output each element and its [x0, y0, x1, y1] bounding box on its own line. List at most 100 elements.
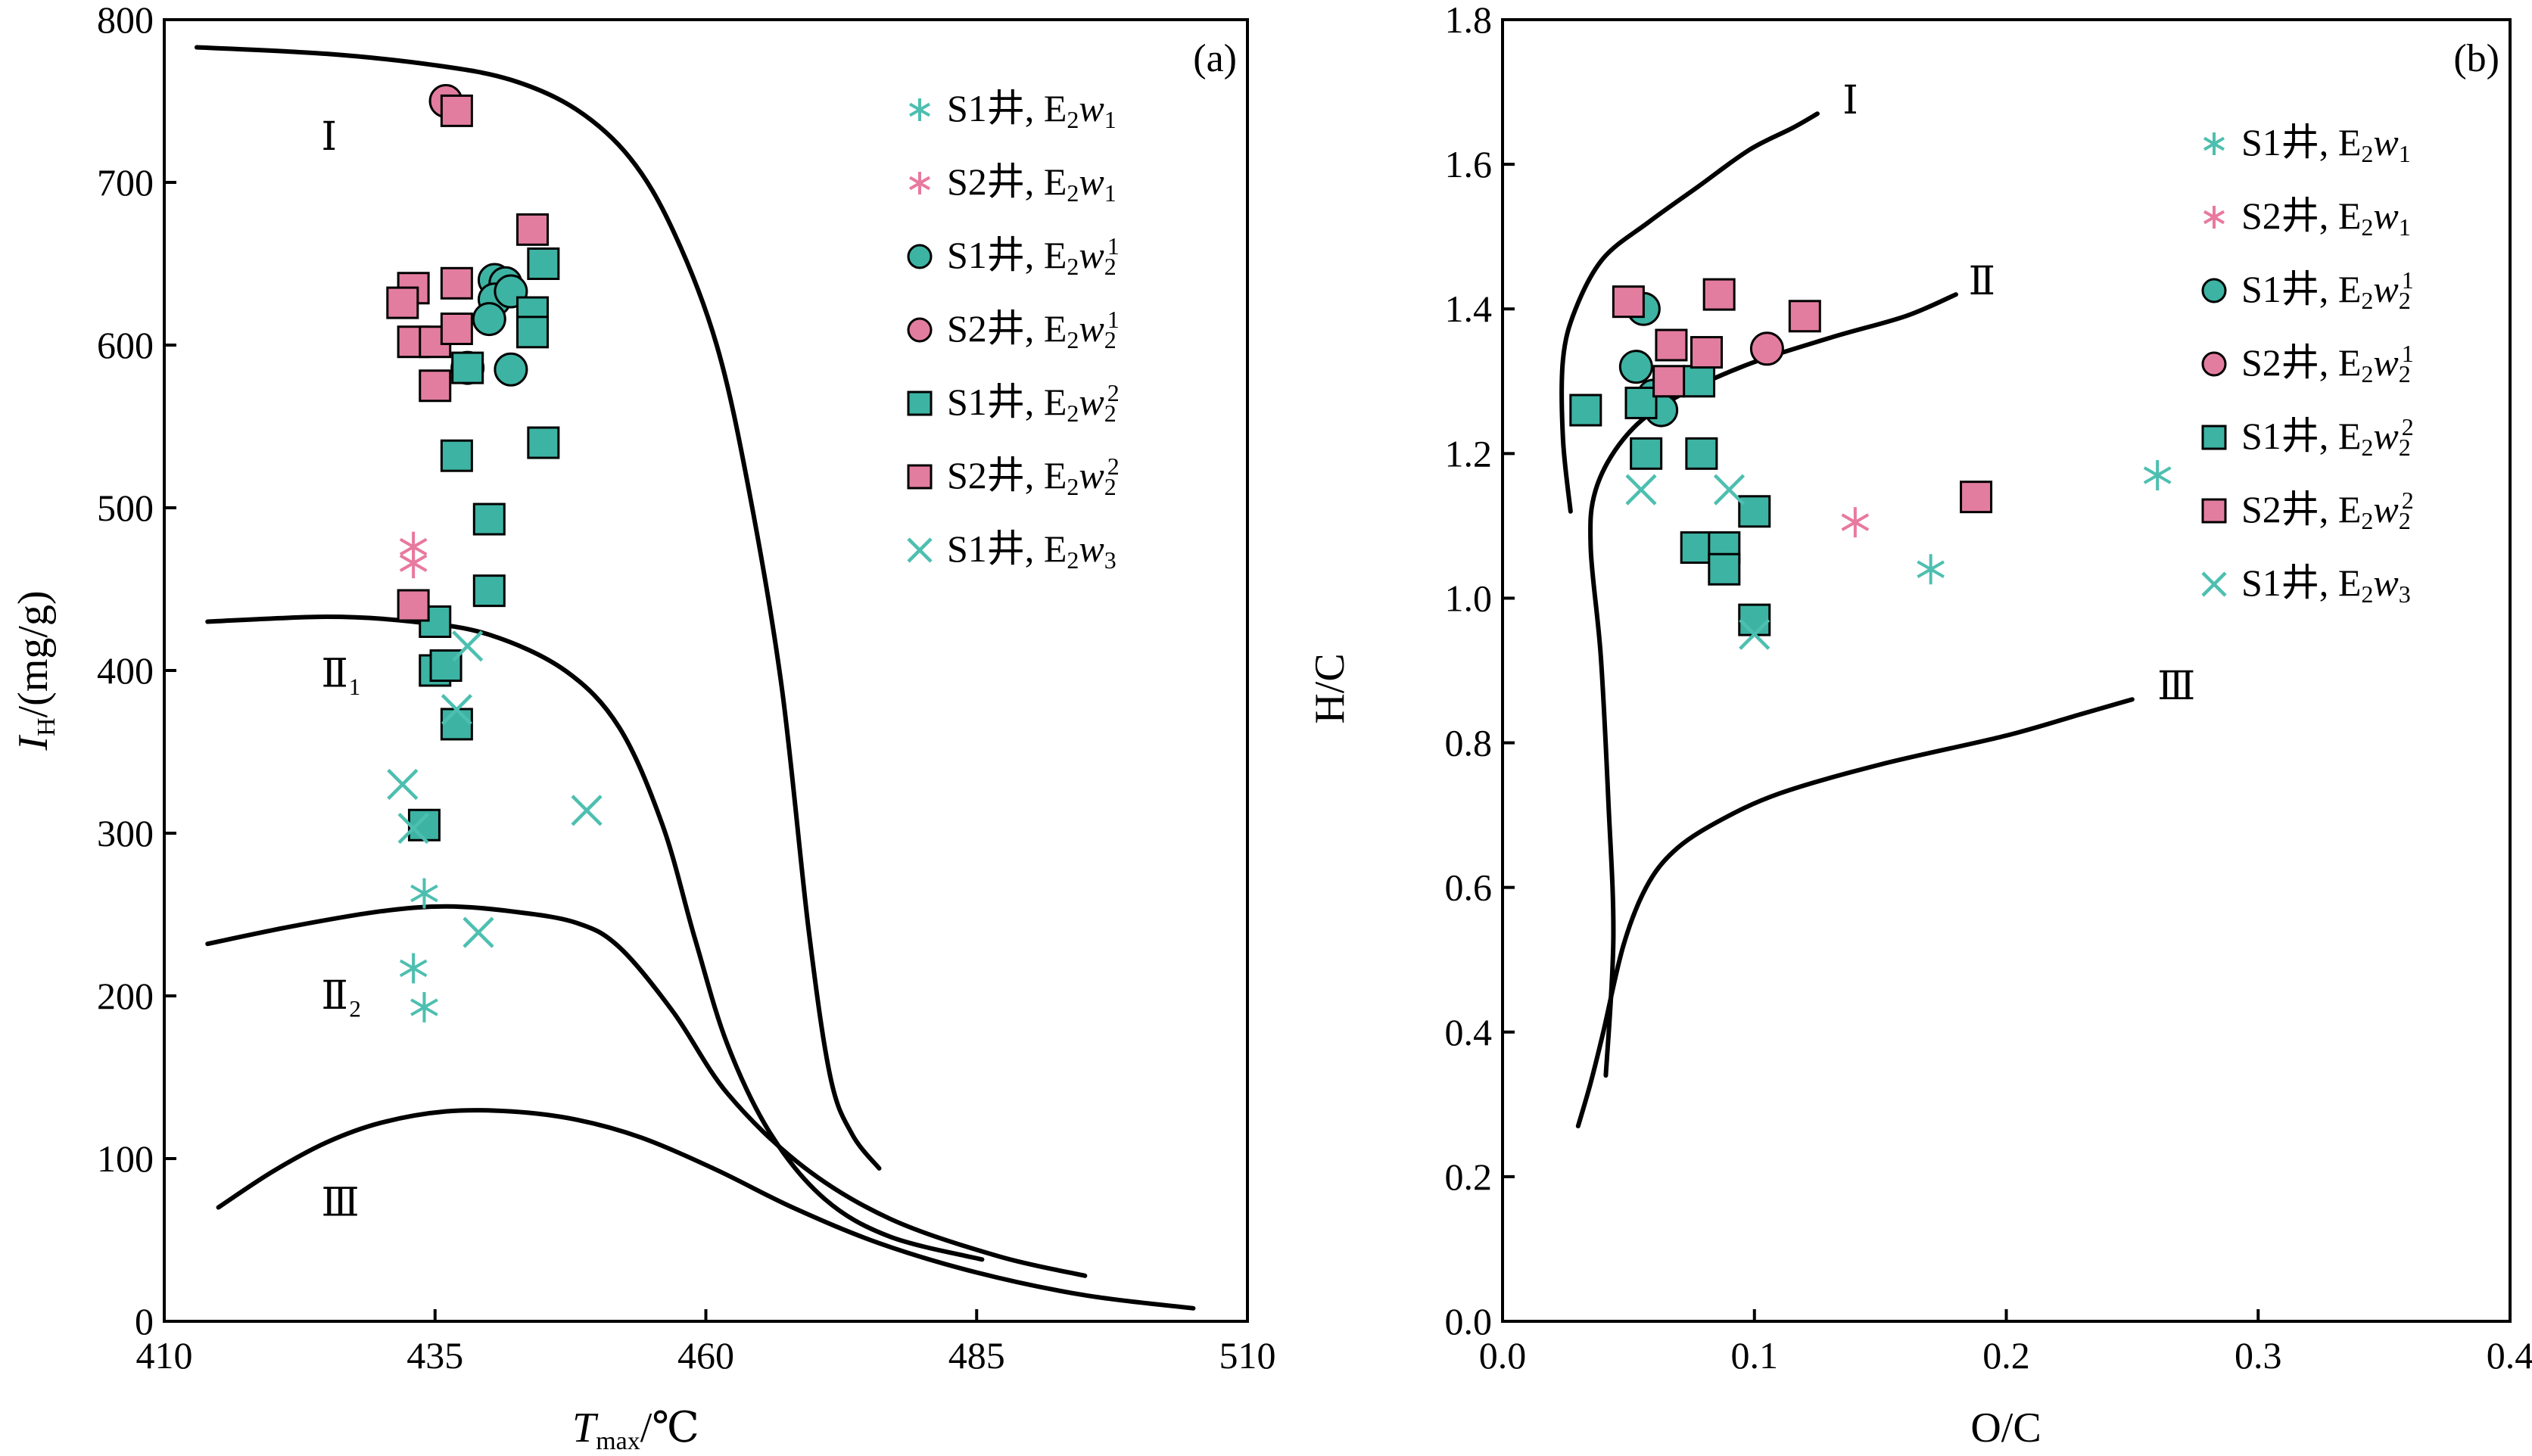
- legend-marker: [907, 464, 933, 490]
- legend-member-subscript: 2: [2399, 287, 2411, 314]
- legend-well: S2井,: [2241, 488, 2338, 530]
- y-tick-label: 0.8: [1445, 722, 1493, 764]
- legend-member-subscript: 2: [1104, 253, 1117, 280]
- legend-label: S2井, E2w22: [947, 453, 1120, 500]
- data-point: [440, 94, 473, 127]
- legend-formation-subscript: 2: [1067, 546, 1079, 574]
- legend-member-subscript: 3: [2399, 580, 2411, 608]
- legend-member-superscript: 1: [2402, 266, 2414, 294]
- data-point: [1713, 474, 1746, 506]
- legend-formation-subscript: 2: [2361, 213, 2373, 241]
- legend-entry: S1井, E2w21: [2201, 266, 2414, 314]
- data-point: [527, 247, 560, 280]
- x-tick-label: 485: [948, 1334, 1005, 1377]
- legend-marker: [907, 244, 933, 269]
- legend-member-subscript: 1: [1104, 106, 1117, 133]
- legend-formation: E: [1044, 381, 1067, 423]
- data-point: [472, 302, 506, 337]
- data-point: [451, 351, 484, 384]
- data-point: [1625, 474, 1657, 506]
- legend-member: w: [2373, 341, 2398, 384]
- data-point: [472, 574, 506, 608]
- x-axis-title-b: O/C: [1970, 1405, 2041, 1451]
- x-tick-label: 410: [136, 1334, 193, 1377]
- legend-marker: [2201, 278, 2227, 303]
- legend-member: w: [1079, 160, 1104, 203]
- data-point: [441, 694, 472, 726]
- legend-label: S1井, E2w21: [2241, 266, 2414, 314]
- legend-well: S1井,: [947, 527, 1044, 570]
- boundary-curve-2: [1588, 292, 1958, 1078]
- y-tick-label: 0: [135, 1300, 154, 1342]
- y-axis-title-b: H/C: [1306, 653, 1353, 723]
- legend-member: w: [2373, 194, 2398, 237]
- x-axis-title-a: Tmax/℃: [572, 1405, 699, 1455]
- data-point: [494, 352, 528, 387]
- legend-entry: S1井, E2w21: [907, 232, 1120, 280]
- legend-member-superscript: 2: [2402, 413, 2414, 440]
- series-7: [1625, 474, 1771, 650]
- data-point: [452, 630, 484, 662]
- legend-member: w: [1079, 87, 1104, 129]
- legend-formation-subscript: 2: [1067, 253, 1079, 280]
- data-point: [440, 313, 473, 345]
- data-point: [410, 878, 438, 909]
- legend-entry: S2井, E2w1: [2203, 194, 2411, 241]
- data-point: [1960, 481, 1993, 514]
- x-tick-label: 435: [406, 1334, 463, 1377]
- data-point: [1683, 365, 1716, 398]
- series-3: [450, 263, 528, 387]
- y-axis-symbol-a: I: [10, 735, 57, 751]
- legend-formation: E: [1044, 234, 1067, 276]
- legend-formation-subscript: 2: [2361, 360, 2373, 387]
- boundary-curve-2: [205, 614, 985, 1262]
- legend-label: S2井, E2w22: [2241, 487, 2414, 534]
- series-4: [1749, 331, 1784, 366]
- data-point: [419, 369, 452, 403]
- legend-well: S2井,: [947, 160, 1044, 203]
- legend-entry: S2井, E2w22: [2201, 487, 2414, 534]
- data-point: [1702, 278, 1736, 311]
- legend-member: w: [2373, 415, 2398, 457]
- series-2: [399, 531, 428, 579]
- boundary-curve-3: [205, 904, 1088, 1278]
- data-point: [397, 589, 430, 622]
- y-axis-title-a: IH/(mg/g): [10, 590, 61, 751]
- legend-formation: E: [2338, 194, 2362, 237]
- y-tick-label: 0.4: [1445, 1011, 1493, 1053]
- legend-entry: S2井, E2w21: [2201, 340, 2414, 387]
- legend-formation: E: [2338, 268, 2362, 310]
- data-point: [1655, 328, 1688, 362]
- y-axis-subscript-a: H: [33, 717, 61, 736]
- legend-member: w: [2373, 488, 2398, 530]
- data-point: [1841, 507, 1870, 538]
- legend-member-subscript: 2: [1104, 473, 1117, 500]
- data-point: [407, 808, 441, 842]
- data-point: [440, 266, 473, 300]
- legend-member-superscript: 1: [1107, 232, 1120, 260]
- legend-well: S1井,: [2241, 415, 2338, 457]
- boundary-curve-4: [216, 1108, 1196, 1311]
- series-6: [1612, 278, 1993, 514]
- legend-marker: [909, 172, 930, 194]
- series-5: [407, 247, 560, 842]
- y-tick-label: 200: [97, 975, 154, 1017]
- legend-marker: [2201, 498, 2227, 524]
- data-point: [1788, 300, 1821, 333]
- boundary-label-2: Ⅱ: [1969, 260, 1995, 303]
- y-tick-label: 0.2: [1445, 1156, 1493, 1198]
- x-axis-unit-a: /℃: [640, 1405, 699, 1451]
- series-7: [387, 630, 603, 948]
- y-tick-label: 400: [97, 649, 154, 692]
- boundary-label-1: Ⅰ: [1842, 79, 1858, 123]
- boundary-label-3: Ⅲ: [2157, 665, 2195, 708]
- data-point: [1739, 618, 1771, 650]
- legend-member: w: [1079, 527, 1104, 570]
- legend-well: S2井,: [2241, 341, 2338, 384]
- y-tick-label: 500: [97, 487, 154, 529]
- legend-member: w: [1079, 454, 1104, 496]
- y-tick-label: 300: [97, 812, 154, 854]
- data-point: [386, 286, 419, 319]
- boundary-curves-b: Ⅰ Ⅱ Ⅲ: [1559, 79, 2195, 1128]
- legend-label: S2井, E2w21: [947, 306, 1120, 353]
